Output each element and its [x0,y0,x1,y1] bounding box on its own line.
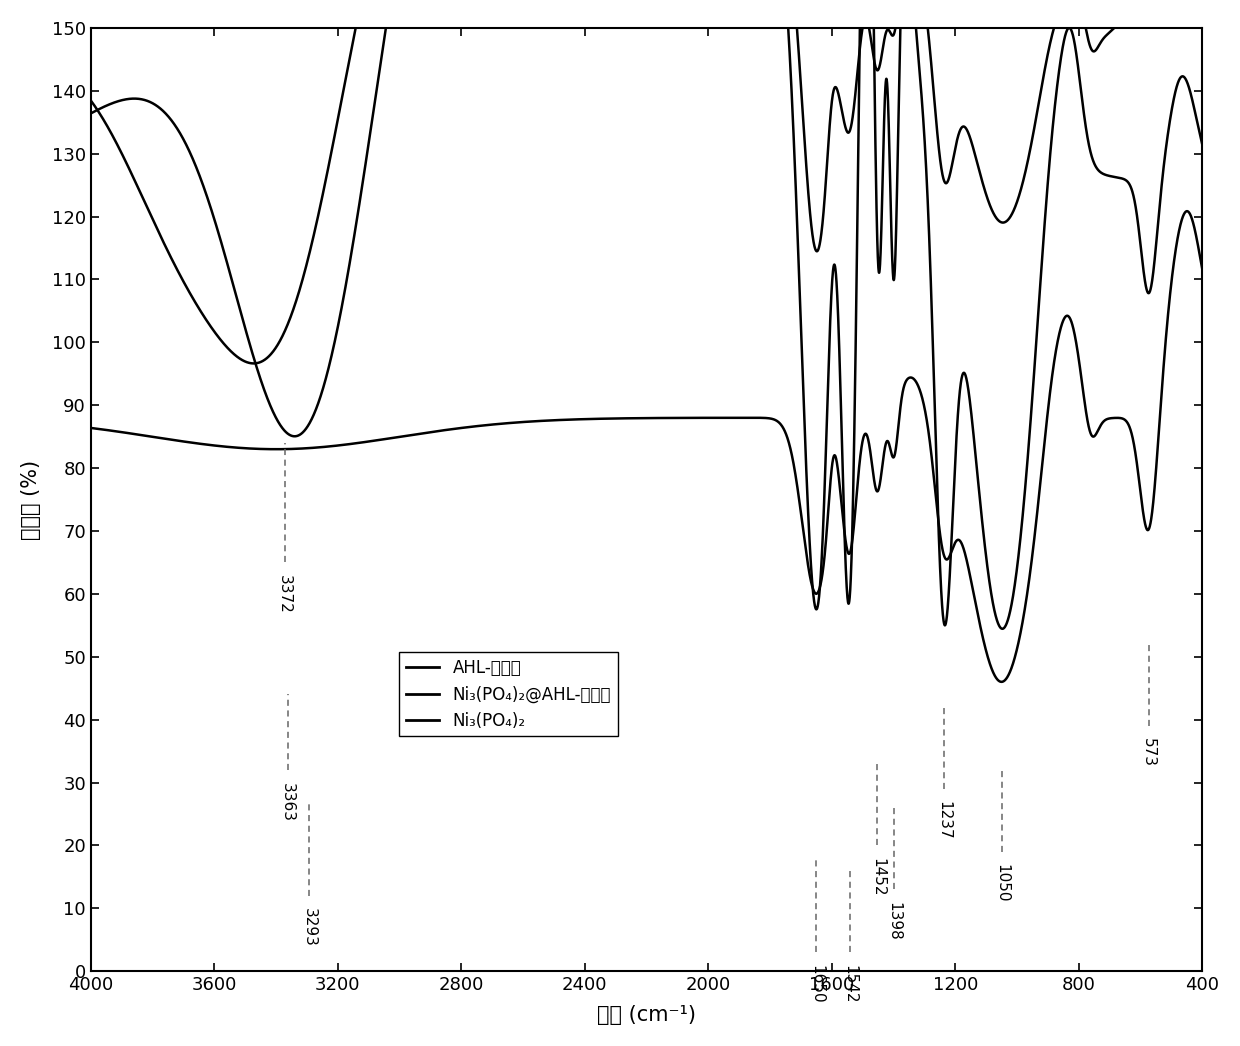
Text: 1237: 1237 [936,801,951,840]
X-axis label: 波数 (cm⁻¹): 波数 (cm⁻¹) [596,1005,696,1025]
Text: 1452: 1452 [870,858,885,896]
Text: 1398: 1398 [887,902,901,940]
Text: 1050: 1050 [994,864,1009,903]
Text: 3363: 3363 [280,782,295,821]
Text: 1542: 1542 [842,964,857,1003]
Text: 3372: 3372 [278,575,293,614]
Text: 573: 573 [1141,738,1156,768]
Text: 1650: 1650 [808,964,823,1003]
Y-axis label: 透过率 (%): 透过率 (%) [21,459,41,540]
Legend: AHL-内酯酶, Ni₃(PO₄)₂@AHL-内酯酶, Ni₃(PO₄)₂: AHL-内酯酶, Ni₃(PO₄)₂@AHL-内酯酶, Ni₃(PO₄)₂ [399,653,618,736]
Text: 3293: 3293 [301,908,316,948]
